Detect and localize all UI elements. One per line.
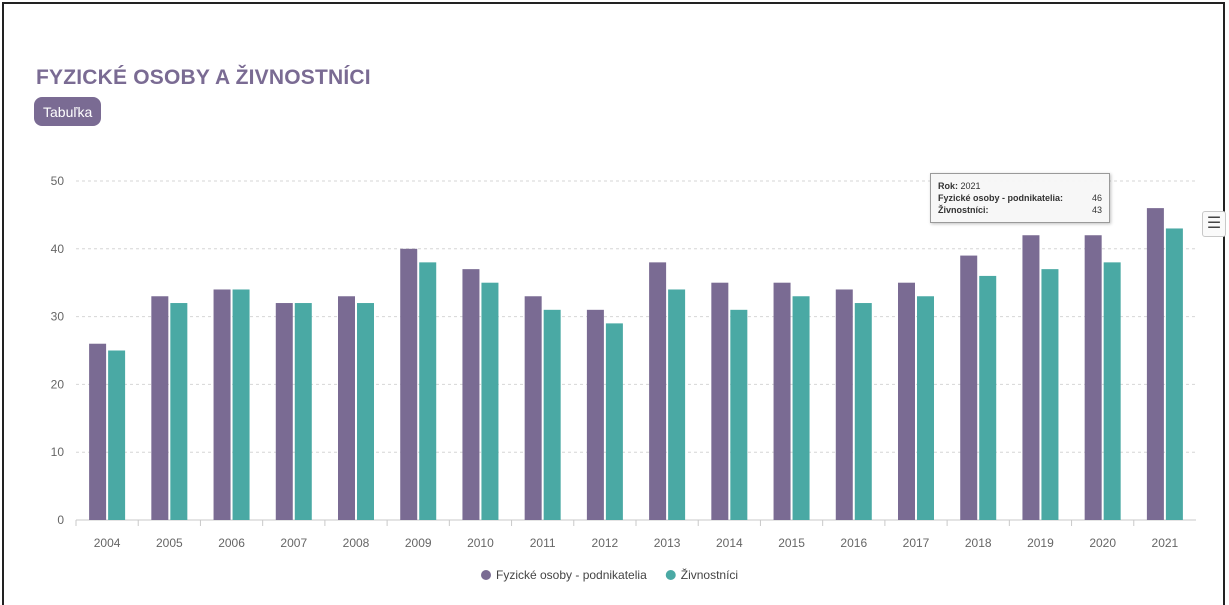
y-tick-label: 40 <box>51 242 65 256</box>
bar <box>338 296 355 520</box>
chart-title: FYZICKÉ OSOBY A ŽIVNOSTNÍCI <box>36 66 371 89</box>
bar <box>668 289 686 520</box>
bar <box>605 323 623 520</box>
legend-label: Fyzické osoby - podnikatelia <box>496 568 647 582</box>
bar <box>792 296 810 520</box>
x-tick-label: 2007 <box>280 536 307 550</box>
y-axis-ticks: 0 10 20 30 40 50 <box>51 174 65 527</box>
bar <box>979 275 997 520</box>
x-axis-ticks: 2004 2005 2006 2007 2008 2009 2010 2011 2012 2013… <box>75 520 1179 550</box>
bar <box>586 309 604 520</box>
bar <box>275 303 293 520</box>
bar <box>1022 235 1040 521</box>
bar <box>481 282 499 520</box>
x-tick-label: 2005 <box>156 536 183 550</box>
y-tick-label: 10 <box>51 445 65 459</box>
bar <box>108 350 126 520</box>
bar <box>1041 269 1059 520</box>
bar <box>294 303 312 520</box>
x-tick-label: 2021 <box>1152 536 1179 550</box>
y-tick-label: 20 <box>51 377 65 391</box>
x-tick-label: 2006 <box>218 536 245 550</box>
y-tick-label: 0 <box>57 513 64 527</box>
y-tick-label: 50 <box>51 174 65 188</box>
tooltip-series2-label: Živnostníci: <box>938 205 989 215</box>
bar <box>1146 208 1164 520</box>
x-tick-label: 2004 <box>94 536 121 550</box>
bar <box>151 296 169 520</box>
bar <box>773 282 791 520</box>
table-button[interactable]: Tabuľka <box>34 97 102 126</box>
legend-label: Živnostníci <box>681 567 738 582</box>
bar <box>400 248 418 521</box>
x-tick-label: 2015 <box>778 536 805 550</box>
x-tick-label: 2008 <box>343 536 370 550</box>
x-tick-label: 2017 <box>903 536 930 550</box>
bar <box>898 282 915 520</box>
bar <box>1103 262 1121 520</box>
bar <box>170 303 188 520</box>
tooltip-series1-row: Fyzické osoby - podnikatelia: 46 <box>938 192 1102 204</box>
tooltip-series1-label: Fyzické osoby - podnikatelia: <box>938 193 1064 203</box>
legend: Fyzické osoby - podnikatelia Živnostníci <box>481 567 738 582</box>
x-tick-label: 2018 <box>965 536 992 550</box>
bar <box>1165 228 1183 520</box>
hamburger-menu-icon[interactable]: ☰ <box>1202 211 1226 237</box>
x-tick-label: 2009 <box>405 536 432 550</box>
legend-marker <box>481 570 491 580</box>
bar <box>462 269 480 520</box>
tooltip-series2-value: 43 <box>1091 205 1102 215</box>
bar <box>357 303 374 520</box>
bar <box>711 282 729 520</box>
x-tick-label: 2010 <box>467 536 494 550</box>
tooltip: Rok: 2021 Fyzické osoby - podnikatelia: … <box>930 173 1110 223</box>
bar <box>917 296 934 520</box>
legend-marker <box>665 570 676 580</box>
x-tick-label: 2016 <box>840 536 867 550</box>
bar <box>854 303 872 520</box>
bar <box>419 262 437 520</box>
bar <box>543 309 561 520</box>
tooltip-series2-row: Živnostníci: 43 <box>938 204 1102 216</box>
bar <box>730 309 748 520</box>
bar <box>1084 235 1102 521</box>
tooltip-series1-value: 46 <box>1091 193 1102 203</box>
bar <box>649 262 667 520</box>
tooltip-year: Rok: 2021 <box>938 180 1102 192</box>
bar <box>213 289 231 520</box>
x-tick-label: 2012 <box>592 536 619 550</box>
tooltip-year-value: 2021 <box>960 181 981 191</box>
bar-series <box>89 208 1183 521</box>
bar <box>89 343 107 520</box>
y-tick-label: 30 <box>51 310 65 324</box>
x-tick-label: 2020 <box>1089 536 1116 550</box>
x-tick-label: 2014 <box>716 536 743 550</box>
x-tick-label: 2011 <box>530 536 556 550</box>
bar <box>960 255 978 520</box>
bar <box>232 289 250 520</box>
x-tick-label: 2019 <box>1027 536 1054 550</box>
tooltip-year-label: Rok: <box>938 181 958 191</box>
bar <box>835 289 853 520</box>
x-tick-label: 2013 <box>654 536 681 550</box>
bar <box>524 296 542 520</box>
